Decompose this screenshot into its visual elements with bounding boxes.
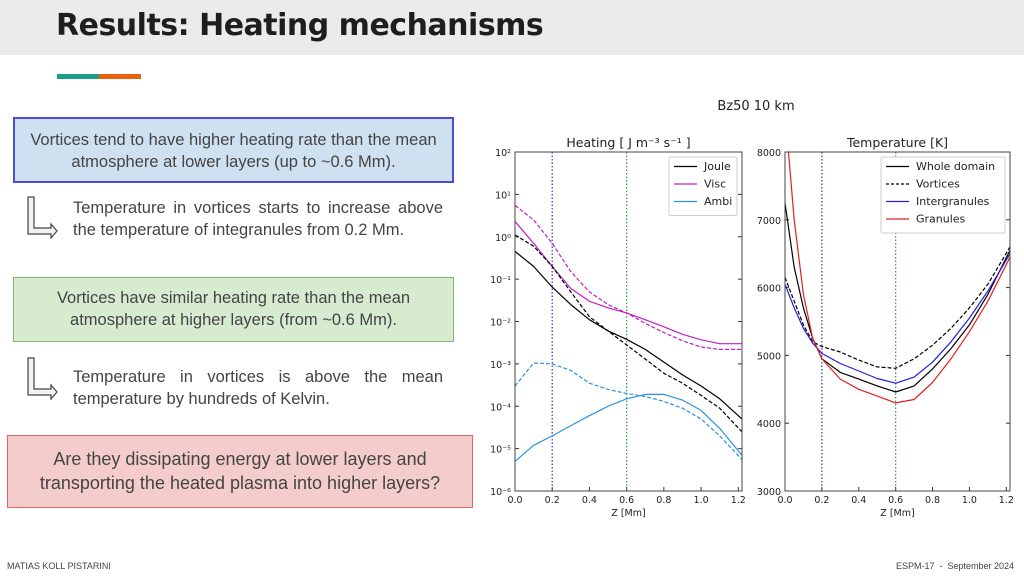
y-tick-label: 7000: [757, 216, 781, 227]
plot-frame: [784, 151, 1011, 492]
accent-bar-teal: [57, 74, 99, 79]
x-tick-label: 0.4: [851, 495, 866, 506]
series-line-ambi: [515, 393, 742, 462]
y-tick-label: 10⁻³: [490, 360, 511, 371]
plot-frame: [514, 151, 743, 492]
footer-author: MATIAS KOLL PISTARINI: [7, 561, 111, 571]
series-line-vortices: [785, 246, 1010, 369]
y-tick-label: 4000: [757, 419, 781, 430]
y-tick-label: 8000: [757, 148, 781, 159]
legend-label: Granules: [916, 213, 966, 226]
x-tick-label: 1.2: [999, 495, 1014, 506]
x-tick-label: 0.0: [507, 495, 522, 506]
x-tick-label: 0.6: [619, 495, 634, 506]
legend-label: Ambi: [704, 195, 732, 208]
series-line-granules: [787, 152, 1010, 404]
legend-label: Intergranules: [916, 195, 990, 208]
legend-label: Whole domain: [916, 160, 995, 173]
y-tick-label: 10⁻⁶: [490, 487, 511, 498]
heating-chart: Heating [ J m⁻³ s⁻¹ ] 0.0 0.2 0.4 0.6 0.8 1.0 1…: [490, 135, 746, 519]
series-line-whole-domain: [785, 202, 1010, 393]
accent-bar-orange: [99, 74, 141, 79]
note-temperature-increase: Temperature in vortices starts to increa…: [73, 199, 443, 239]
series-line-vortices-dashed: [515, 362, 742, 461]
legend: [668, 156, 738, 216]
x-tick-label: 0.6: [888, 495, 903, 506]
y-tick-label: 3000: [757, 487, 781, 498]
legend-label: Visc: [704, 178, 726, 191]
x-tick-label: 0.0: [777, 495, 792, 506]
x-axis-label: Z [Mm]: [611, 508, 645, 519]
legend-label: Joule: [703, 160, 731, 173]
series-line-vortices-dashed: [515, 204, 742, 350]
series-line-joule: [515, 250, 742, 420]
legend: [880, 156, 1006, 234]
finding-box-lower-layers: Vortices tend to have higher heating rat…: [13, 117, 454, 183]
y-tick-label: 6000: [757, 284, 781, 295]
legend-label: Vortices: [916, 178, 960, 191]
x-tick-label: 1.0: [962, 495, 977, 506]
series-line-intergranules: [785, 253, 1010, 384]
x-tick-label: 0.2: [814, 495, 829, 506]
y-tick-label: 5000: [757, 351, 781, 362]
finding-box-higher-layers: Vortices have similar heating rate than …: [13, 277, 454, 342]
temperature-chart: Temperature [K] 0.0 0.2 0.4 0.6 0.8 1.0 1.2 Z [M…: [757, 135, 1014, 519]
question-box: Are they dissipating energy at lower lay…: [7, 435, 473, 508]
page-title: Results: Heating mechanisms: [56, 8, 544, 43]
y-tick-label: 10⁻²: [490, 318, 511, 329]
chart-title: Temperature [K]: [846, 135, 948, 150]
note-temperature-above-mean: Temperature in vortices is above the mea…: [73, 368, 443, 408]
x-tick-label: 0.8: [656, 495, 671, 506]
figure: Bz50 10 km Heating [ J m⁻³ s⁻¹ ] 0.0 0.2 0.4…: [490, 99, 1014, 519]
turn-arrow-icon: [27, 357, 58, 400]
header-bar: Results: Heating mechanisms: [0, 0, 1024, 55]
y-tick-label: 10²: [495, 148, 511, 159]
x-tick-label: 1.0: [694, 495, 709, 506]
series-line-vortices-dashed: [515, 234, 742, 433]
y-tick-label: 10¹: [495, 190, 511, 201]
x-tick-label: 0.2: [545, 495, 560, 506]
y-tick-label: 10⁻⁵: [490, 445, 511, 456]
x-axis-label: Z [Mm]: [880, 508, 914, 519]
y-tick-label: 10⁻¹: [490, 275, 511, 286]
y-tick-label: 10⁰: [495, 233, 511, 244]
x-tick-label: 0.4: [582, 495, 597, 506]
footer-event: ESPM-17 - September 2024: [895, 561, 1014, 571]
figure-title: Bz50 10 km: [717, 99, 794, 114]
x-tick-label: 0.8: [925, 495, 940, 506]
y-tick-label: 10⁻⁴: [490, 402, 511, 413]
x-tick-label: 1.2: [731, 495, 746, 506]
turn-arrow-icon: [27, 196, 58, 239]
chart-title: Heating [ J m⁻³ s⁻¹ ]: [566, 135, 690, 150]
